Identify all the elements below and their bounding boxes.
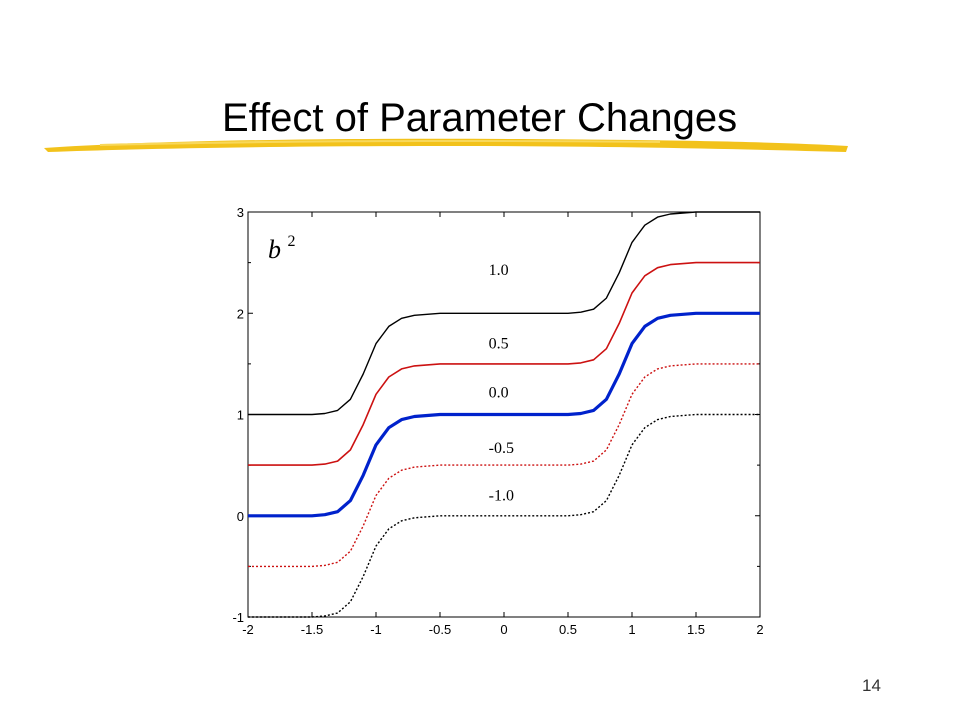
page-number: 14 [862, 676, 881, 695]
y-tick-label: -1 [232, 610, 244, 625]
series-lines [248, 211, 760, 618]
corner-label: b 2 [268, 233, 296, 264]
series-label: 1.0 [489, 262, 509, 279]
y-tick-label: 2 [237, 306, 244, 321]
x-tick-label: -0.5 [429, 622, 451, 637]
y-tick-label: 3 [237, 205, 244, 220]
x-tick-label: 2 [756, 622, 763, 637]
series-line [248, 211, 760, 416]
corner-label-sup: 2 [288, 233, 296, 250]
title-underline-highlight [100, 140, 660, 146]
series-line [248, 311, 760, 518]
x-tick-label: -1 [370, 622, 382, 637]
x-tick-label: -1.5 [301, 622, 323, 637]
series-label: -1.0 [489, 488, 514, 505]
y-tick-label: 1 [237, 408, 244, 423]
x-tick-label: 0.5 [559, 622, 577, 637]
title-underline [44, 138, 848, 152]
series-line [248, 261, 760, 466]
x-tick-label: 1 [628, 622, 635, 637]
slide-title: Effect of Parameter Changes [222, 96, 738, 140]
x-axis: -2 -1.5 -1 -0.5 0 0.5 1 1.5 2 [242, 212, 764, 637]
corner-label-base: b [268, 235, 281, 264]
series-line [248, 413, 760, 618]
x-tick-label: 0 [500, 622, 507, 637]
series-label: -0.5 [489, 440, 514, 457]
series-label: 0.5 [489, 336, 509, 353]
series-line [248, 363, 760, 568]
x-tick-label: -2 [242, 622, 254, 637]
y-tick-label: 0 [237, 509, 244, 524]
series-labels: 1.0 0.5 0.0 -0.5 -1.0 [489, 262, 514, 505]
series-label: 0.0 [489, 384, 509, 401]
x-tick-label: 1.5 [687, 622, 705, 637]
